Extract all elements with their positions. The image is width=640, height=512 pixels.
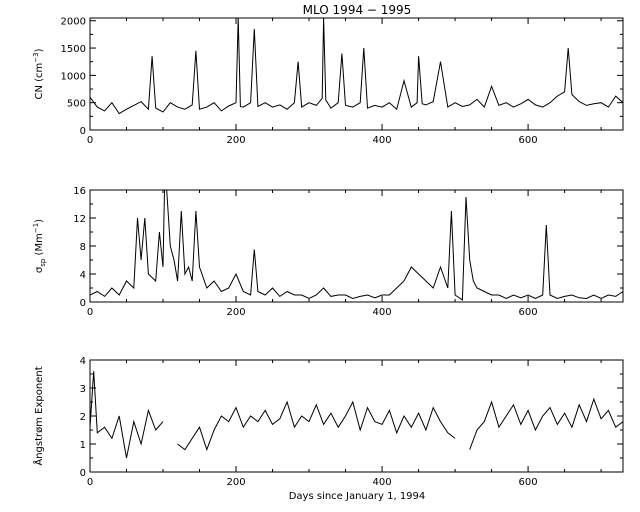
figure-title: MLO 1994 − 1995: [303, 3, 412, 17]
y-tick-label: 0: [80, 468, 86, 479]
y-tick-label: 1: [80, 440, 86, 451]
series-line: [90, 190, 623, 301]
y-axis-title: σsp (Mm−1): [32, 219, 47, 273]
x-tick-label: 0: [87, 477, 93, 488]
panel-sigma-sp: 0 200 400 600 0 4 8 12 16 σsp (Mm−1): [32, 186, 624, 318]
y-tick-label: 2: [80, 412, 86, 423]
x-tick-label: 200: [226, 477, 245, 488]
y-tick-label: 1500: [61, 44, 86, 55]
series-line: [90, 371, 623, 459]
plot-frame: [89, 17, 624, 131]
x-tick-label: 600: [519, 135, 538, 146]
y-tick-label: 0: [80, 298, 86, 309]
y-tick-label: 4: [80, 270, 86, 281]
x-tick-label: 200: [226, 307, 245, 318]
y-tick-label: 12: [73, 214, 86, 225]
y-axis-title: CN (cm−3): [32, 48, 45, 99]
x-tick-label: 600: [519, 477, 538, 488]
x-tick-label: 600: [519, 307, 538, 318]
x-tick-label: 200: [226, 135, 245, 146]
x-tick-label: 400: [373, 135, 392, 146]
x-tick-label: 0: [87, 135, 93, 146]
y-tick-label: 500: [67, 99, 86, 110]
x-tick-label: 400: [373, 307, 392, 318]
y-tick-label: 16: [73, 186, 86, 197]
panel-cn: 0 200 400 600 0 500 1000 1500 2000 CN (cm−3): [32, 17, 624, 146]
x-axis-title: Days since January 1, 1994: [289, 491, 426, 502]
y-tick-label: 1000: [61, 71, 86, 82]
y-axis-title: Ångstrøm Exponent: [32, 366, 45, 465]
y-tick-label: 8: [80, 242, 86, 253]
x-tick-label: 400: [373, 477, 392, 488]
series-line: [90, 18, 623, 115]
y-tick-label: 0: [80, 126, 86, 137]
y-tick-label: 3: [80, 384, 86, 395]
x-tick-label: 0: [87, 307, 93, 318]
y-tick-label: 4: [80, 356, 86, 367]
panel-angstrom: 0 200 400 600 0 1 2 3 4 Ångstrøm Exponent: [32, 356, 624, 488]
y-tick-label: 2000: [61, 17, 86, 28]
